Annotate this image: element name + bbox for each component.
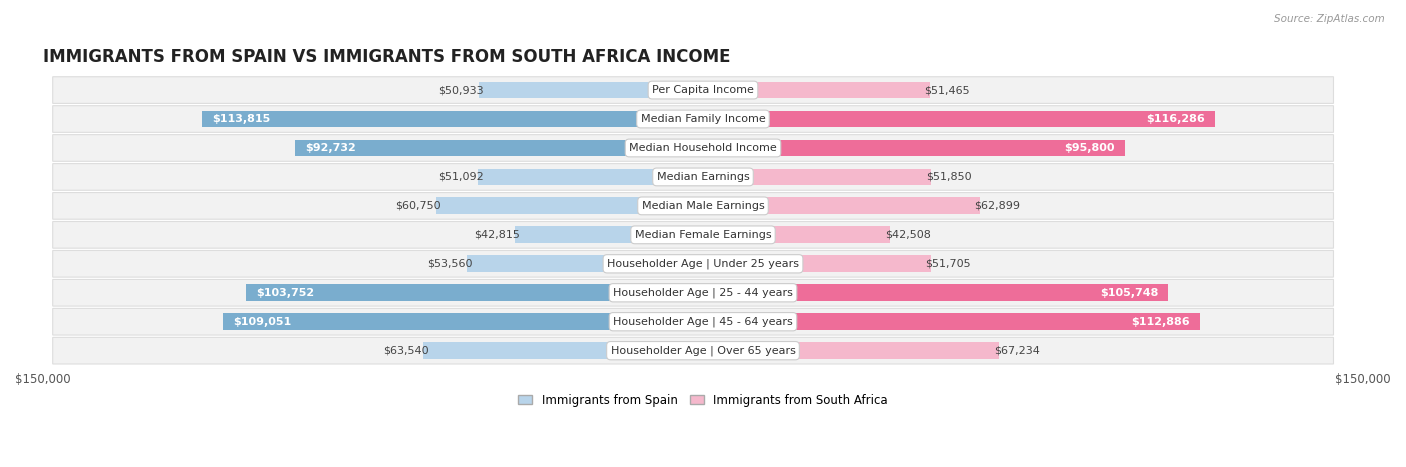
Text: $63,540: $63,540 [382, 346, 429, 356]
Text: $109,051: $109,051 [233, 317, 291, 327]
FancyBboxPatch shape [52, 163, 1333, 190]
Text: Householder Age | Over 65 years: Householder Age | Over 65 years [610, 346, 796, 356]
Bar [703, 226, 890, 243]
Bar [703, 313, 1199, 330]
Text: Householder Age | 25 - 44 years: Householder Age | 25 - 44 years [613, 288, 793, 298]
Text: Householder Age | Under 25 years: Householder Age | Under 25 years [607, 259, 799, 269]
Bar [246, 284, 703, 301]
Text: $50,933: $50,933 [439, 85, 484, 95]
Legend: Immigrants from Spain, Immigrants from South Africa: Immigrants from Spain, Immigrants from S… [513, 389, 893, 411]
Bar [467, 255, 703, 272]
FancyBboxPatch shape [52, 279, 1333, 306]
Text: $51,092: $51,092 [437, 172, 484, 182]
Bar [703, 169, 931, 185]
Text: Median Family Income: Median Family Income [641, 114, 765, 124]
Text: $67,234: $67,234 [994, 346, 1039, 356]
Text: Per Capita Income: Per Capita Income [652, 85, 754, 95]
Bar [515, 226, 703, 243]
FancyBboxPatch shape [52, 106, 1333, 132]
Bar [703, 111, 1215, 127]
Bar [703, 140, 1125, 156]
Bar [224, 313, 703, 330]
Text: $42,508: $42,508 [884, 230, 931, 240]
Bar [478, 169, 703, 185]
Bar [423, 342, 703, 359]
Text: $113,815: $113,815 [212, 114, 270, 124]
Text: $42,815: $42,815 [474, 230, 520, 240]
Bar [295, 140, 703, 156]
Text: $60,750: $60,750 [395, 201, 441, 211]
Text: $103,752: $103,752 [256, 288, 315, 298]
Text: $105,748: $105,748 [1099, 288, 1159, 298]
Text: $62,899: $62,899 [974, 201, 1021, 211]
Bar [703, 342, 998, 359]
Bar [703, 198, 980, 214]
Text: $116,286: $116,286 [1146, 114, 1205, 124]
FancyBboxPatch shape [52, 134, 1333, 161]
Text: IMMIGRANTS FROM SPAIN VS IMMIGRANTS FROM SOUTH AFRICA INCOME: IMMIGRANTS FROM SPAIN VS IMMIGRANTS FROM… [42, 48, 730, 66]
Text: $95,800: $95,800 [1064, 143, 1115, 153]
FancyBboxPatch shape [52, 250, 1333, 277]
Text: $112,886: $112,886 [1132, 317, 1189, 327]
Bar [703, 284, 1168, 301]
Text: Median Household Income: Median Household Income [628, 143, 778, 153]
Text: Median Female Earnings: Median Female Earnings [634, 230, 772, 240]
Bar [436, 198, 703, 214]
FancyBboxPatch shape [52, 308, 1333, 335]
Text: $51,705: $51,705 [925, 259, 972, 269]
Text: Median Male Earnings: Median Male Earnings [641, 201, 765, 211]
Text: $53,560: $53,560 [427, 259, 472, 269]
Text: Householder Age | 45 - 64 years: Householder Age | 45 - 64 years [613, 317, 793, 327]
Text: $51,850: $51,850 [927, 172, 972, 182]
Text: $51,465: $51,465 [924, 85, 970, 95]
Bar [703, 255, 931, 272]
FancyBboxPatch shape [52, 221, 1333, 248]
Text: Source: ZipAtlas.com: Source: ZipAtlas.com [1274, 14, 1385, 24]
Text: $92,732: $92,732 [305, 143, 356, 153]
FancyBboxPatch shape [52, 337, 1333, 364]
Bar [202, 111, 703, 127]
FancyBboxPatch shape [52, 192, 1333, 219]
Text: Median Earnings: Median Earnings [657, 172, 749, 182]
Bar [479, 82, 703, 99]
FancyBboxPatch shape [52, 77, 1333, 103]
Bar [703, 82, 929, 99]
